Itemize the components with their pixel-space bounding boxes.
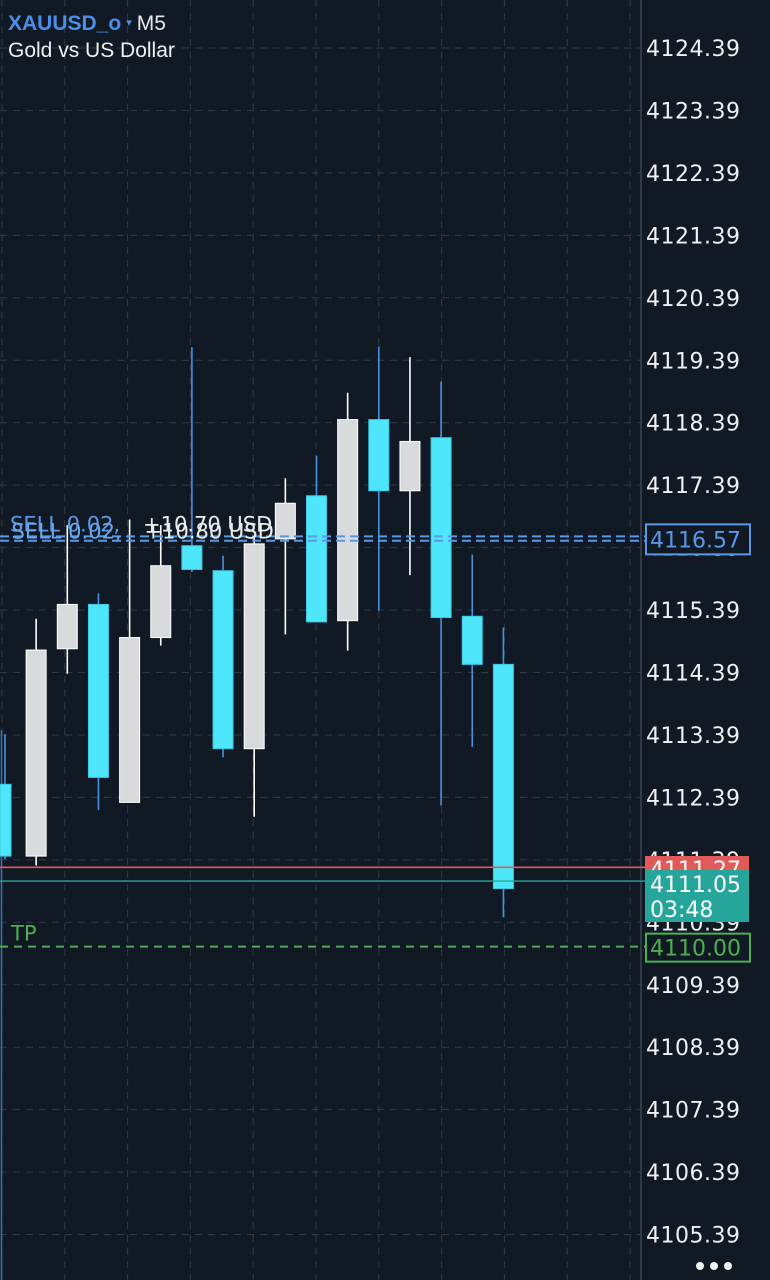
price-tick-label: 4115.39 [646,599,740,624]
candle-body [56,603,78,650]
sell-order-profit: +10.70 USD [143,512,272,536]
bear-candle [87,593,109,810]
chart-header: XAUUSD_o ▾ M5 Gold vs US Dollar [8,10,175,64]
price-tick-label: 4124.39 [646,37,740,62]
candle-body [150,565,172,639]
sell-price-tag [645,523,751,556]
dot [724,1262,732,1270]
symbol-selector[interactable]: XAUUSD_o ▾ M5 [8,10,175,37]
candle-body [461,615,483,665]
price-tick-label: 4113.39 [646,724,740,749]
bull-candle [243,535,265,817]
candle-body [368,419,390,492]
bear-candle [306,455,327,623]
tp-price-text: 4110.00 [650,937,741,962]
bull-candle [25,618,47,866]
candle-body [274,502,296,540]
candle-body [0,783,12,857]
price-tick-label: 4114.39 [646,662,740,687]
bull-candle [119,519,141,803]
bear-candle [0,734,12,860]
price-tick-label: 4109.39 [646,974,740,999]
candle-body [87,603,109,778]
sell-order-label: SELL 0.02, [10,512,120,536]
sell-order-label: SELL 0.02, [12,520,122,544]
sell-order-profit: +10.80 USD [145,520,274,544]
candle-body [399,440,421,492]
candle-body [492,663,514,890]
bar-countdown: 03:48 [650,898,713,923]
candle-body [25,649,47,857]
candle-body [119,637,141,803]
candlesticks [0,346,514,918]
more-dots-icon[interactable] [696,1262,732,1270]
candle-body [181,545,203,570]
candle-body [243,543,265,750]
bear-candle [181,347,203,572]
bear-candle [430,381,452,806]
dropdown-caret-icon[interactable]: ▾ [126,17,132,29]
bull-candle [399,357,421,576]
bear-candle [368,346,390,611]
dot [710,1262,718,1270]
tp-price-tag [645,932,751,963]
candle-body [430,437,452,619]
price-tick-label: 4120.39 [646,287,740,312]
price-tick-label: 4106.39 [646,1161,740,1186]
price-axis[interactable]: 4124.39 4123.39 4122.39 4121.39 4120.39 4119.… [646,37,740,1249]
timeframe-label[interactable]: M5 [136,12,166,35]
bull-candle [274,478,296,635]
price-lines: SELL 0.02, +10.70 USD SELL 0.02, +10.80 USD… [0,512,649,948]
price-tick-label: 4112.39 [646,786,740,811]
price-tick-label: 4117.39 [646,474,740,499]
price-tick-label: 4105.39 [646,1224,740,1249]
bull-candle [56,525,78,674]
candle-body [306,495,327,623]
bear-candle [212,555,234,758]
symbol-name[interactable]: XAUUSD_o [8,12,122,35]
symbol-description: Gold vs US Dollar [8,39,175,62]
ask-price-tag [645,870,749,922]
sell-price-tag-text: 4116.57 [650,528,741,553]
bear-candle [492,627,514,918]
ask-price-text: 4111.05 [650,873,741,898]
candle-body [337,419,359,622]
price-tick-label: 4123.39 [646,99,740,124]
chart-grid [0,0,642,1280]
bull-candle [337,392,359,651]
candle-body [212,570,234,750]
price-tick-label: 4119.39 [646,349,740,374]
price-tick-label: 4121.39 [646,224,740,249]
price-tick-label: 4108.39 [646,1036,740,1061]
bear-candle [461,554,483,747]
price-tick-label: 4122.39 [646,162,740,187]
tp-label: TP [10,922,37,946]
bull-candle [150,525,172,646]
price-tick-label: 4118.39 [646,412,740,437]
dot [696,1262,704,1270]
price-tick-label: 4107.39 [646,1099,740,1124]
